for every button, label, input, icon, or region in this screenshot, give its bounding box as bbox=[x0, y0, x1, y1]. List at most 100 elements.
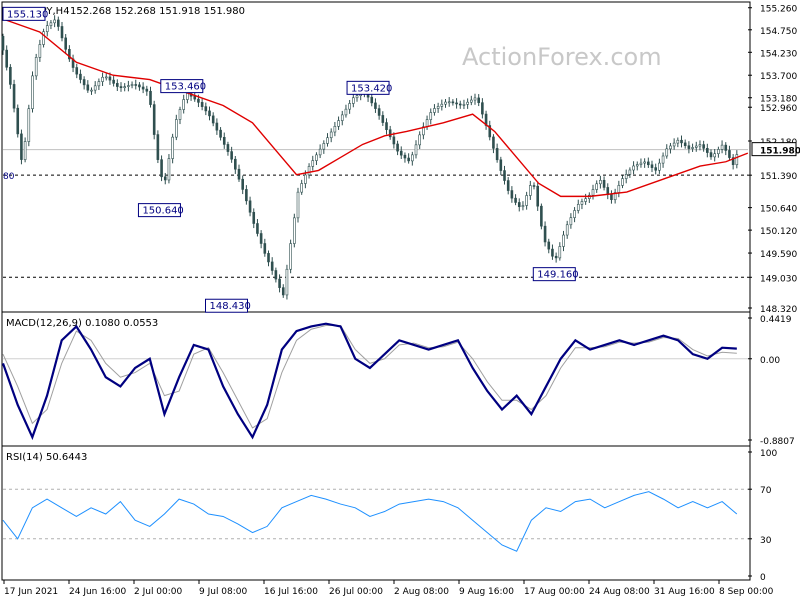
candle-body bbox=[60, 26, 64, 39]
candle-body bbox=[204, 106, 208, 112]
time-tick-label: 17 Aug 00:00 bbox=[524, 587, 585, 597]
time-tick-label: 31 Aug 16:00 bbox=[654, 587, 715, 597]
candle-body bbox=[230, 151, 233, 160]
candle-body bbox=[385, 122, 388, 131]
swing-label: 153.420 bbox=[351, 83, 392, 94]
candle-body bbox=[49, 22, 53, 26]
candle-body bbox=[377, 108, 381, 116]
macd-tick-label: 0.4419 bbox=[760, 315, 792, 325]
swing-label-box bbox=[205, 298, 248, 313]
candle-body bbox=[481, 102, 484, 115]
candle-body bbox=[5, 49, 8, 68]
candle-body bbox=[514, 197, 517, 203]
candle-body bbox=[340, 114, 344, 121]
candle-body bbox=[470, 99, 473, 103]
candle-body bbox=[116, 83, 119, 87]
candle-body bbox=[182, 99, 185, 110]
candle-body bbox=[632, 165, 635, 171]
candle-body bbox=[27, 108, 31, 142]
candle-body bbox=[31, 75, 34, 110]
candle-body bbox=[326, 137, 329, 144]
candle-body bbox=[267, 253, 270, 263]
candle-body bbox=[381, 115, 385, 123]
current-price-box bbox=[751, 142, 797, 157]
time-tick-label: 26 Jul 00:00 bbox=[329, 587, 383, 597]
candle-body bbox=[425, 119, 429, 128]
candle-body bbox=[477, 97, 480, 103]
candle-body bbox=[20, 133, 23, 160]
candle-body bbox=[108, 76, 112, 81]
candle-body bbox=[569, 217, 573, 226]
candle-body bbox=[252, 211, 256, 224]
candle-body bbox=[610, 194, 613, 200]
candle-body bbox=[348, 103, 351, 110]
candle-body bbox=[270, 261, 274, 271]
candle-body bbox=[709, 152, 713, 158]
candle-body bbox=[731, 157, 735, 166]
candle-body bbox=[226, 144, 230, 152]
candle-body bbox=[293, 217, 296, 244]
candle-body bbox=[617, 185, 621, 193]
candle-body bbox=[580, 201, 584, 205]
candle-body bbox=[392, 136, 396, 145]
time-tick-label: 16 Jul 16:00 bbox=[264, 587, 318, 597]
price-annotations: 155.130 153.460 150.640 148.430 153.420 149.1… bbox=[2, 6, 579, 313]
candle-body bbox=[211, 115, 215, 124]
candle-body bbox=[433, 108, 436, 113]
candle-body bbox=[613, 192, 617, 200]
swing-label-box bbox=[137, 203, 181, 218]
candle-body bbox=[451, 101, 455, 104]
candle-body bbox=[68, 49, 71, 60]
candle-body bbox=[436, 106, 440, 109]
candle-body bbox=[635, 164, 639, 167]
macd-signal-line bbox=[2, 325, 737, 429]
candle-body bbox=[289, 243, 292, 270]
swing-label-box bbox=[346, 80, 390, 95]
candle-body bbox=[352, 97, 355, 104]
macd-tick-label: 0.00 bbox=[760, 356, 780, 366]
candle-body bbox=[466, 101, 469, 105]
candle-body bbox=[599, 180, 602, 185]
candle-body bbox=[602, 180, 606, 188]
rsi-panel-frame bbox=[1, 445, 751, 581]
candle-body bbox=[97, 81, 101, 87]
candle-body bbox=[558, 246, 562, 259]
candle-body bbox=[64, 37, 67, 50]
candle-body bbox=[112, 79, 115, 84]
candle-body bbox=[411, 154, 414, 162]
candle-body bbox=[374, 102, 377, 109]
candle-body bbox=[274, 270, 278, 280]
candle-body bbox=[547, 241, 551, 250]
rsi-line bbox=[2, 491, 738, 552]
candle-body bbox=[525, 195, 528, 206]
current-price-label: 151.980 bbox=[760, 147, 800, 157]
candle-body bbox=[388, 129, 392, 138]
candle-body bbox=[639, 162, 643, 165]
candle-body bbox=[285, 268, 289, 296]
candle-body bbox=[698, 144, 702, 147]
candle-body bbox=[263, 243, 267, 254]
candle-body bbox=[458, 103, 462, 106]
candle-body bbox=[536, 185, 539, 207]
price-tick-label: 149.590 bbox=[760, 250, 797, 260]
candle-body bbox=[219, 129, 222, 138]
candle-body bbox=[654, 167, 657, 171]
swing-label-box bbox=[2, 6, 46, 21]
candle-body bbox=[455, 102, 458, 105]
candle-body bbox=[399, 150, 403, 156]
candle-body bbox=[12, 84, 16, 109]
candle-body bbox=[281, 287, 285, 296]
candle-body bbox=[473, 97, 477, 101]
candle-body bbox=[93, 85, 97, 91]
candle-body bbox=[517, 202, 521, 208]
macd-title: MACD(12,26,9) 0.1080 0.0553 bbox=[6, 318, 158, 329]
price-candles bbox=[1, 15, 739, 300]
candle-body bbox=[643, 161, 646, 164]
candle-body bbox=[694, 145, 698, 148]
candle-body bbox=[193, 95, 197, 100]
candle-body bbox=[672, 142, 676, 147]
swing-label: 150.640 bbox=[142, 206, 183, 217]
candle-body bbox=[488, 125, 492, 138]
